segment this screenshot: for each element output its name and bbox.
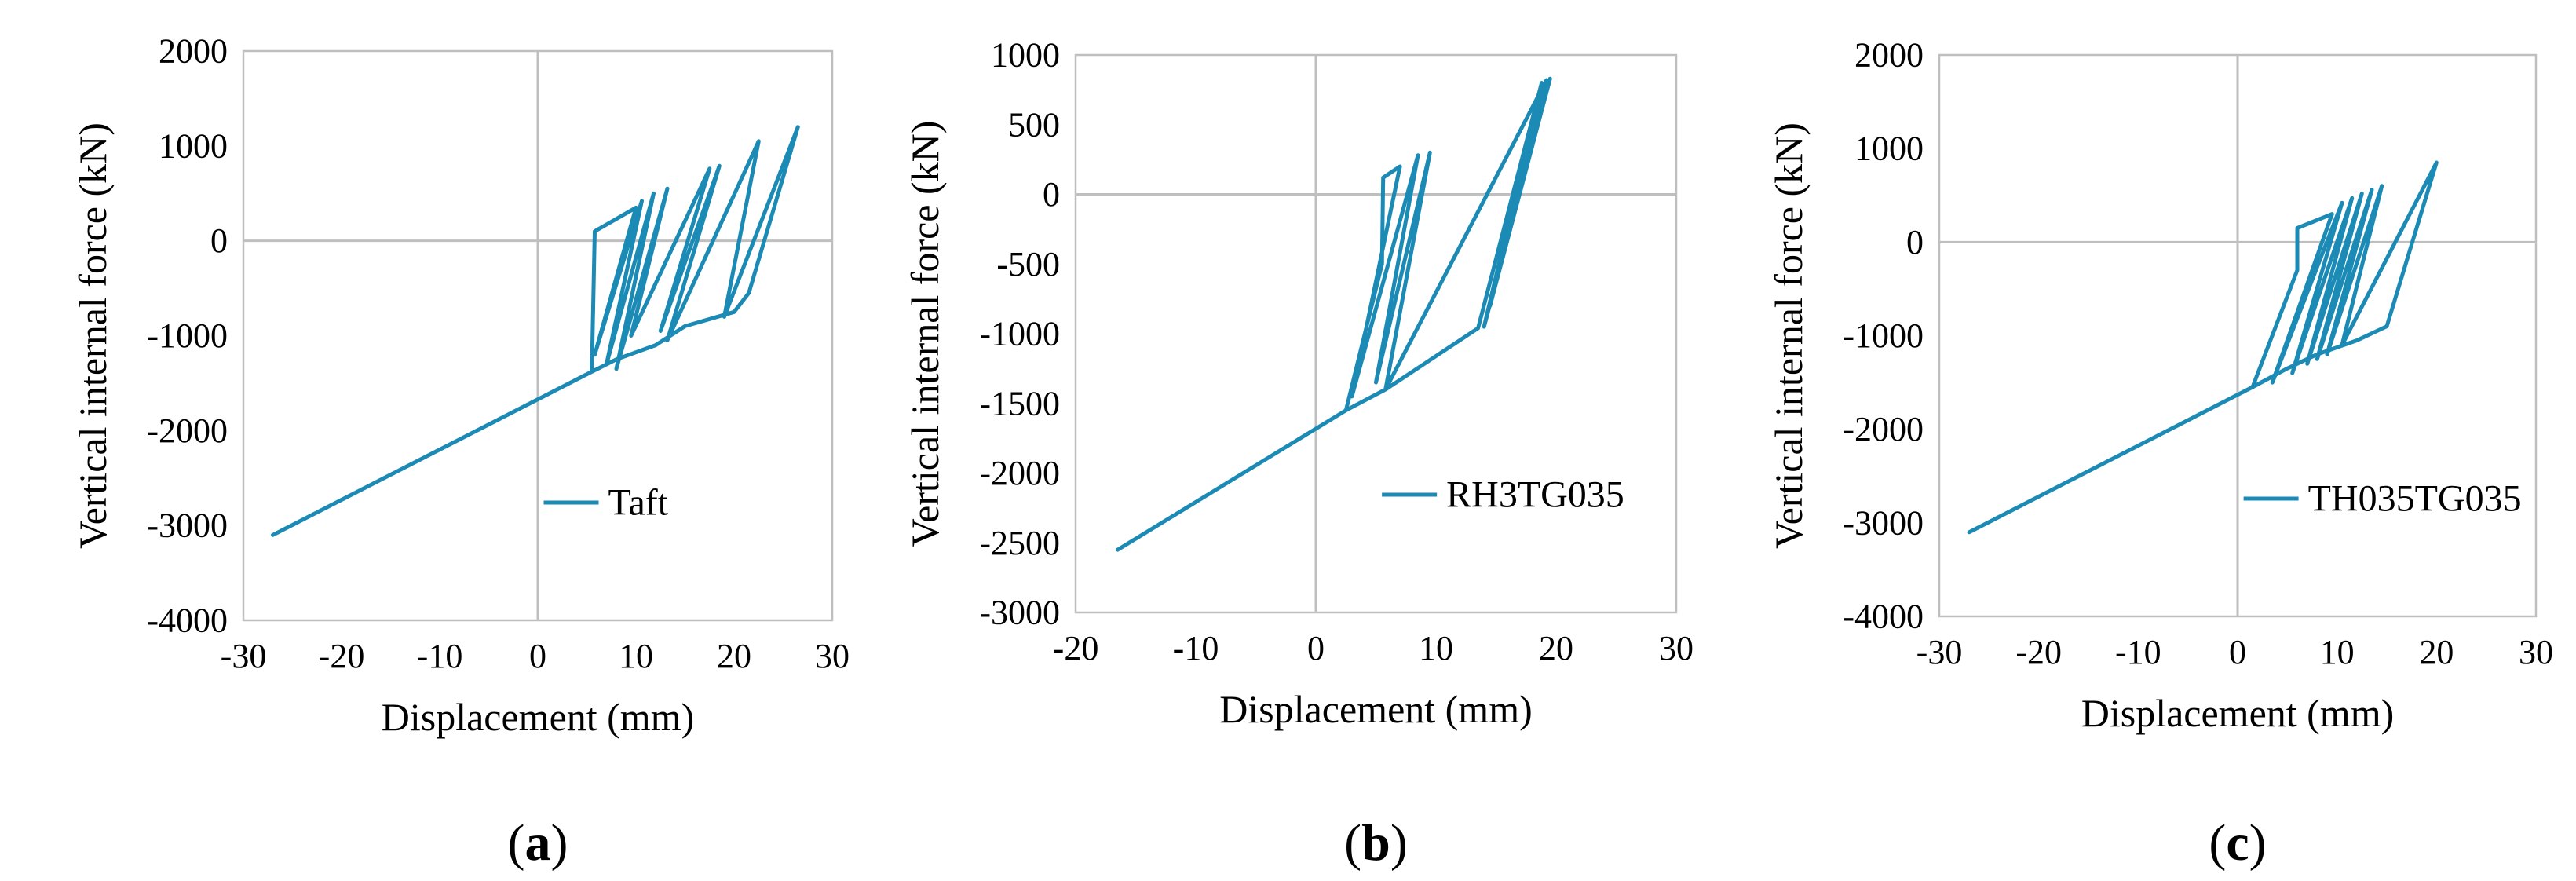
chart-panel-c: -4000 -3000 -2000 -1000 0 1000 2000 -30 -20 -10 0 1… — [1767, 36, 2553, 872]
panel-letter: a — [525, 814, 551, 872]
y-tick-label: 2000 — [159, 32, 228, 71]
y-tick-label: 500 — [1008, 105, 1060, 144]
y-tick-label: 0 — [1043, 175, 1060, 214]
x-axis-label: Displacement (mm) — [382, 695, 695, 739]
y-axis-label: Vertical internal force (kN) — [903, 121, 947, 547]
y-tick-label: -2000 — [979, 454, 1060, 492]
y-tick-label: -3000 — [1843, 503, 1924, 542]
y-tick-label: -1000 — [979, 315, 1060, 353]
x-tick-label: -20 — [1053, 629, 1099, 667]
legend-label: RH3TG035 — [1446, 474, 1624, 516]
x-tick-label: -30 — [1916, 633, 1963, 671]
x-tick-label: 0 — [529, 637, 546, 675]
panel-label: (b) — [1344, 814, 1408, 872]
panel-label: (a) — [508, 814, 568, 872]
x-tick-label: 10 — [1419, 629, 1453, 667]
x-tick-label: 10 — [2320, 633, 2355, 671]
y-tick-label: 1000 — [159, 126, 228, 165]
x-tick-label: 20 — [1539, 629, 1573, 667]
y-tick-label: -1000 — [147, 316, 228, 355]
y-tick-label: 1000 — [991, 36, 1060, 75]
x-tick-label: 0 — [1307, 629, 1325, 667]
x-axis-label: Displacement (mm) — [2081, 691, 2395, 735]
y-axis-label: Vertical internal force (kN) — [71, 122, 115, 549]
y-tick-label: 0 — [210, 221, 228, 260]
y-tick-label: -2000 — [1843, 410, 1924, 448]
x-tick-label: -20 — [319, 637, 365, 675]
x-tick-label: 20 — [2419, 633, 2454, 671]
y-axis-label: Vertical internal force (kN) — [1767, 122, 1811, 549]
x-axis-label: Displacement (mm) — [1219, 687, 1533, 731]
series-line-a — [271, 125, 800, 537]
x-tick-label: -10 — [1173, 629, 1219, 667]
y-tick-label: -3000 — [147, 506, 228, 545]
legend: RH3TG035 — [1382, 474, 1624, 516]
y-tick-label: 0 — [1906, 223, 1924, 261]
x-tick-label: 30 — [1659, 629, 1694, 667]
legend: TH035TG035 — [2243, 478, 2522, 520]
chart-panel-a: -4000 -3000 -2000 -1000 0 1000 2000 -30 -20 -10 0 1… — [71, 32, 850, 872]
y-tick-label: -1500 — [979, 384, 1060, 422]
y-tick-label: -2000 — [147, 411, 228, 450]
legend-label: Taft — [608, 482, 669, 524]
x-tick-label: 10 — [619, 637, 653, 675]
y-tick-label: 2000 — [1854, 36, 1924, 75]
y-tick-label: -4000 — [147, 601, 228, 640]
x-tick-label: -10 — [417, 637, 463, 675]
series-line-c — [1967, 160, 2439, 535]
legend-label: TH035TG035 — [2308, 478, 2522, 520]
panel-letter: c — [2226, 814, 2249, 872]
x-tick-label: 20 — [717, 637, 751, 675]
plot-area — [1074, 53, 1678, 614]
x-tick-label: 30 — [815, 637, 850, 675]
x-tick-label: -10 — [2115, 633, 2161, 671]
panel-letter: b — [1361, 814, 1390, 872]
series-line-b — [1116, 76, 1552, 552]
y-tick-label: -1000 — [1843, 316, 1924, 355]
y-tick-label: -2500 — [979, 524, 1060, 562]
y-tick-label: -500 — [996, 245, 1060, 283]
chart-panel-b: -3000 -2500 -2000 -1500 -1000 -500 0 500 1000 -20… — [903, 36, 1694, 872]
y-tick-label: 1000 — [1854, 130, 1924, 168]
legend: Taft — [543, 482, 669, 524]
y-tick-label: -3000 — [979, 594, 1060, 632]
y-tick-label: -4000 — [1843, 598, 1924, 636]
x-tick-label: 30 — [2519, 633, 2553, 671]
panel-label: (c) — [2209, 814, 2266, 872]
x-tick-label: -30 — [221, 637, 267, 675]
x-tick-label: -20 — [2015, 633, 2062, 671]
x-tick-label: 0 — [2229, 633, 2246, 671]
